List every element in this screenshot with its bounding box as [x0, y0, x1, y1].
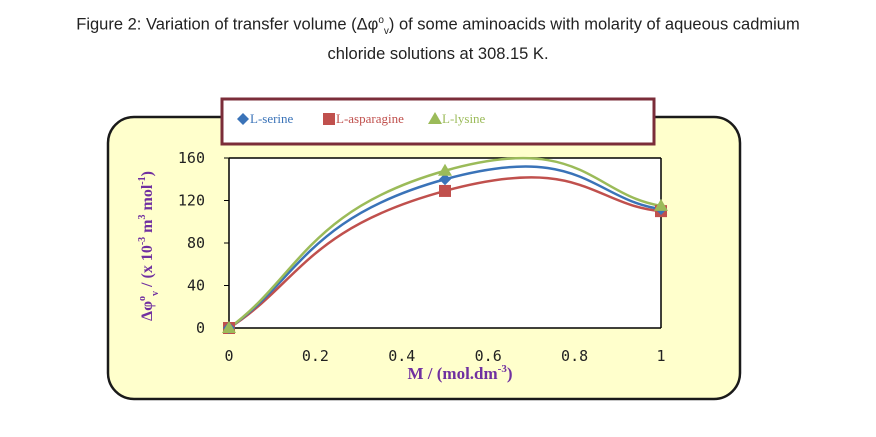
legend-label-l-serine: L-serine	[250, 111, 294, 126]
data-point-l-asparagine	[439, 184, 451, 197]
x-tick-label: 0.8	[561, 347, 588, 365]
legend-marker-l-asparagine	[323, 113, 335, 125]
data-point-l-serine	[439, 173, 451, 186]
data-point-l-lysine	[654, 198, 668, 211]
caption-line-1: Figure 2: Variation of transfer volume (…	[0, 10, 876, 43]
x-tick-label: 1	[656, 347, 665, 365]
legend: L-serine L-asparagine L-lysine	[237, 111, 486, 126]
y-tick-label: 80	[187, 234, 205, 252]
data-point-l-lysine	[438, 163, 452, 176]
caption-text-b: ) of some aminoacids with molarity of aq…	[388, 15, 800, 34]
x-tick-label: 0	[224, 347, 233, 365]
legend-label-l-lysine: L-lysine	[442, 111, 486, 126]
y-tick-label: 40	[187, 277, 205, 295]
legend-marker-l-lysine	[428, 112, 442, 124]
x-tick-label: 0.6	[475, 347, 502, 365]
caption-text-a: Figure 2: Variation of transfer volume (…	[76, 15, 379, 34]
y-tick-label: 120	[178, 192, 205, 210]
x-tick-label: 0.2	[302, 347, 329, 365]
caption-line-2: chloride solutions at 308.15 K.	[327, 44, 549, 63]
caption-sub: v	[383, 25, 389, 37]
y-tick-label: 0	[196, 319, 205, 337]
x-tick-label: 0.4	[388, 347, 415, 365]
plot-area: 0 40 80 120 160 0 0.2 0.4 0.6 0.8 1	[178, 149, 668, 365]
legend-marker-l-serine	[237, 113, 249, 125]
caption-sup: o	[378, 15, 384, 26]
legend-label-l-asparagine: L-asparagine	[336, 111, 404, 126]
data-point-l-lysine	[222, 321, 236, 333]
figure-caption: Figure 2: Variation of transfer volume (…	[0, 10, 876, 65]
y-tick-label: 160	[178, 149, 205, 167]
x-axis-label: M / (mol.dm-3)	[407, 363, 512, 383]
